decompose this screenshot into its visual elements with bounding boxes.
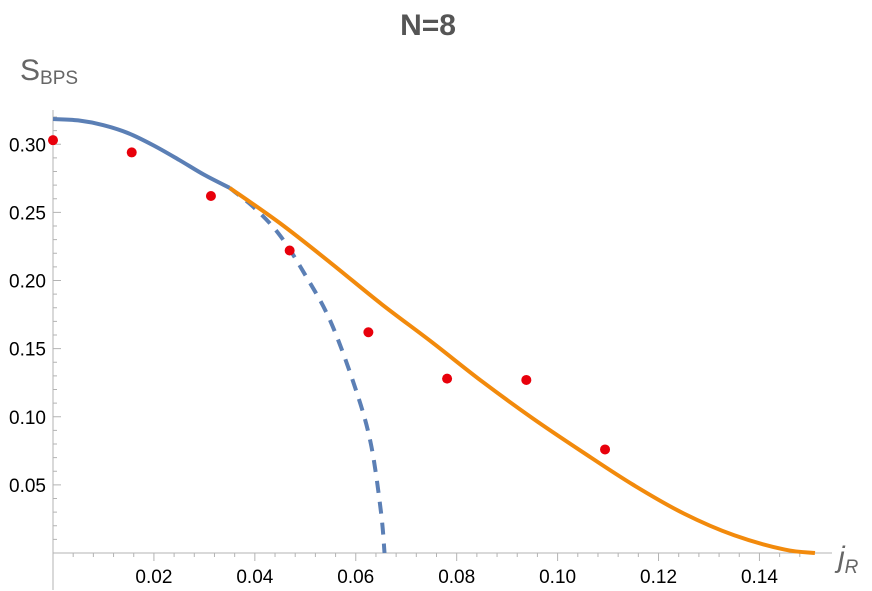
y-axis-label: SBPS [20,54,78,89]
chart-title: N=8 [400,9,456,42]
series-group [48,117,816,555]
y-tick-label: 0.30 [9,135,46,156]
y-axis-label-main: S [20,54,40,87]
solid-curve-0 [52,117,231,190]
y-axis-label-sub: BPS [40,68,78,89]
dashed-curve [228,186,387,554]
data-point [126,147,137,158]
x-axis-label-sub: R [845,557,859,578]
data-point [600,444,611,455]
x-axis-label: jR [834,541,859,578]
x-tick-label: 0.12 [640,567,677,588]
y-tick-label: 0.10 [9,408,46,429]
data-point [521,374,532,385]
data-point [284,245,295,256]
x-tick-label: 0.10 [539,567,576,588]
x-tick-label: 0.08 [438,567,475,588]
data-point [363,327,374,338]
ticks: 0.02 0.04 0.06 0.08 0.10 0.12 0.14 0.05 0.10 0.15… [9,116,801,588]
x-tick-label: 0.14 [741,567,778,588]
y-tick-label: 0.15 [9,340,46,361]
x-tick-label: 0.06 [337,567,374,588]
x-tick-label: 0.04 [236,567,273,588]
y-tick-label: 0.20 [9,272,46,293]
data-point [442,373,453,384]
y-tick-label: 0.25 [9,203,46,224]
data-point [205,191,216,202]
y-tick-label: 0.05 [9,476,46,497]
x-tick-label: 0.02 [135,567,172,588]
solid-curve-2 [228,186,816,555]
data-point [48,135,58,146]
axes [52,110,832,590]
